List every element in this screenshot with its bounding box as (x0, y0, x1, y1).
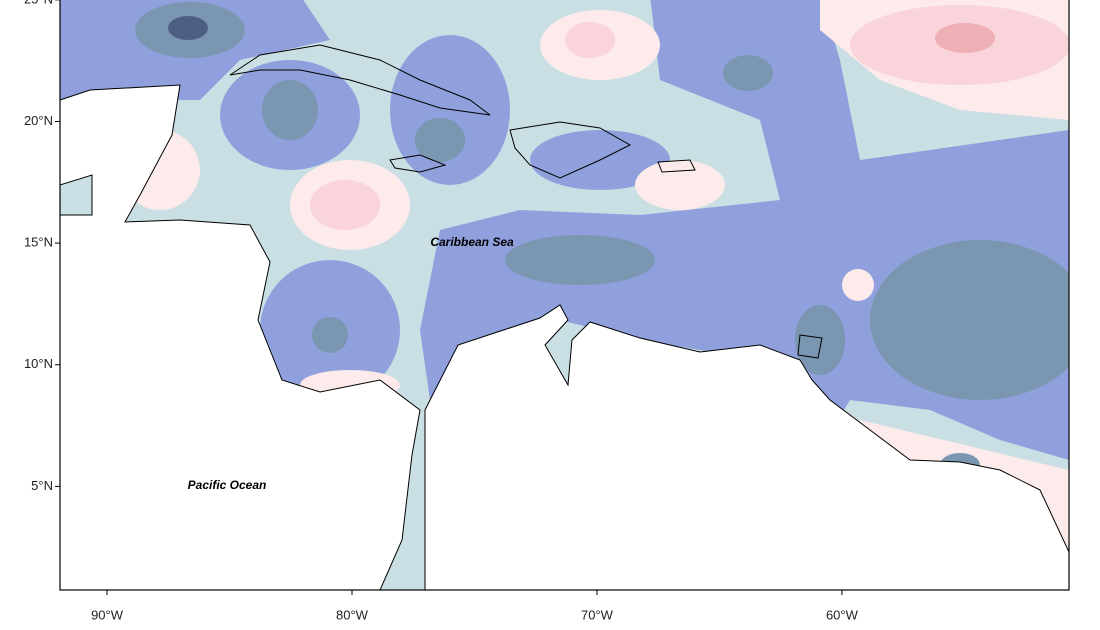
annotation: Pacific Ocean (188, 478, 267, 492)
cuba (229, 44, 491, 116)
annotation: Atlantic Ocean (795, 0, 880, 3)
y-tick-label: 20°N (24, 113, 53, 128)
zone (723, 55, 773, 91)
panel-frame (59, 0, 1070, 591)
zone (935, 23, 995, 53)
x-tick-label: 90°W (91, 607, 124, 622)
zone (312, 317, 348, 353)
zone (635, 160, 725, 210)
land (59, 44, 1070, 591)
y-tick-label: 15°N (24, 235, 53, 250)
annotation: Caribbean Sea (430, 235, 514, 249)
zone (262, 80, 318, 140)
zone (420, 0, 1069, 560)
puerto-rico (657, 159, 696, 173)
zone (795, 305, 845, 375)
y-tick-label: 10°N (24, 356, 53, 371)
x-tick-label: 80°W (336, 607, 369, 622)
trinidad (797, 334, 823, 359)
y-tick-label: 25°N (24, 0, 53, 6)
y-tick-label: 5°N (31, 478, 53, 493)
south-america (424, 304, 1070, 591)
zone (870, 240, 1069, 400)
zone (415, 118, 465, 162)
hispaniola (509, 121, 632, 179)
zone (842, 269, 874, 301)
x-tick-label: 60°W (826, 607, 859, 622)
x-tick-label: 70°W (581, 607, 614, 622)
zone (168, 16, 208, 40)
zone (505, 235, 655, 285)
zone (310, 180, 380, 230)
central-america (59, 84, 421, 591)
zone (565, 22, 615, 58)
jamaica (389, 154, 447, 173)
zone (390, 35, 510, 185)
